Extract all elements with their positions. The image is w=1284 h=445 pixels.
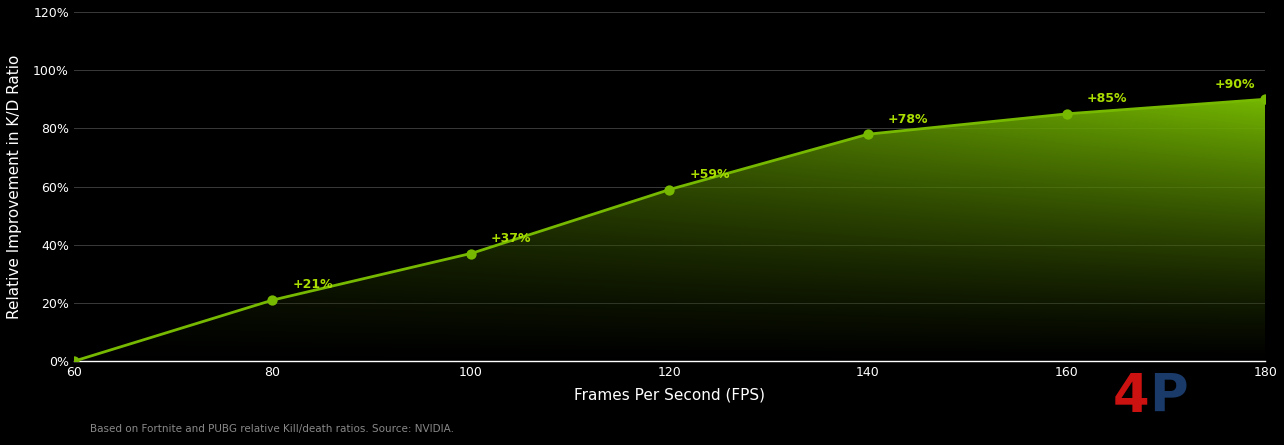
X-axis label: Frames Per Second (FPS): Frames Per Second (FPS) (574, 388, 765, 402)
Text: +90%: +90% (1215, 77, 1256, 91)
Point (659, 186, 679, 193)
Text: +85%: +85% (1086, 92, 1127, 105)
Text: +21%: +21% (293, 279, 333, 291)
Text: +59%: +59% (690, 168, 729, 181)
Point (461, 250, 482, 257)
Point (262, 296, 282, 303)
Point (858, 131, 878, 138)
Point (63, 358, 83, 365)
Text: Based on Fortnite and PUBG relative Kill/death ratios. Source: NVIDIA.: Based on Fortnite and PUBG relative Kill… (90, 424, 453, 434)
Text: +37%: +37% (490, 232, 532, 245)
Text: 4: 4 (1112, 371, 1149, 423)
Y-axis label: Relative Improvement in K/D Ratio: Relative Improvement in K/D Ratio (6, 54, 22, 319)
Point (1254, 96, 1275, 103)
Point (1057, 110, 1077, 117)
Text: +78%: +78% (887, 113, 928, 125)
Text: P: P (1149, 371, 1188, 423)
